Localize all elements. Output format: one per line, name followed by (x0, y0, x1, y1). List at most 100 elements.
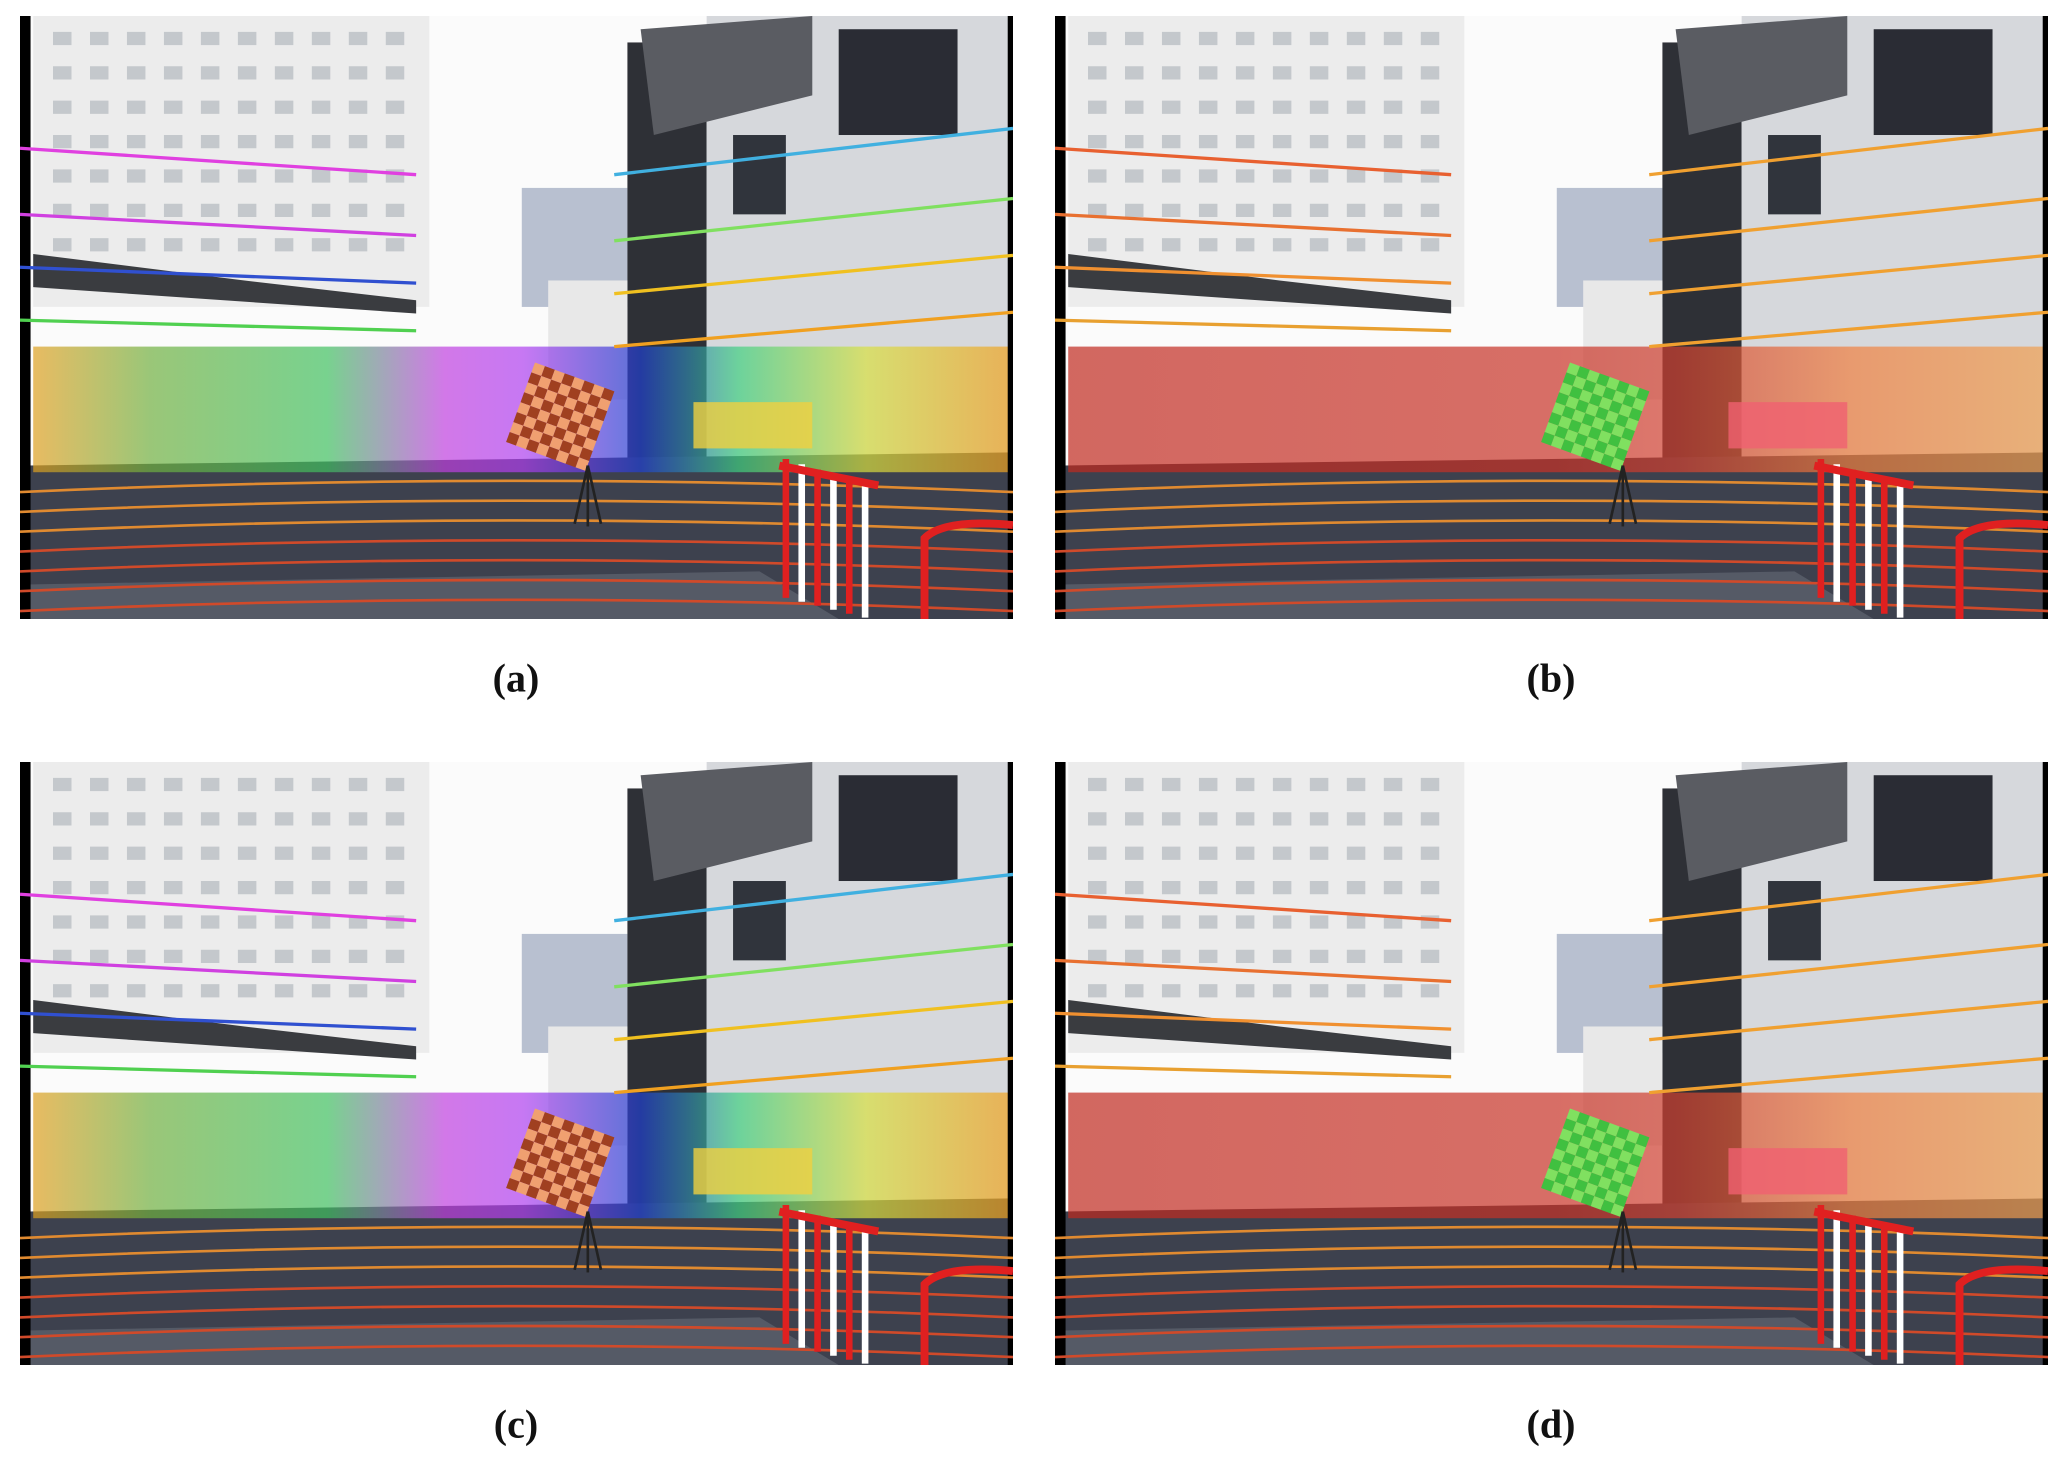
checker-square (1575, 1145, 1589, 1160)
window (838, 29, 958, 136)
checker-square (570, 410, 584, 424)
scan-line (20, 318, 417, 333)
checker-square (1580, 446, 1595, 461)
checker-square (551, 1115, 565, 1130)
window (838, 775, 958, 882)
window (385, 66, 405, 80)
tripod-leg (1621, 465, 1638, 525)
checker-square (553, 1139, 568, 1153)
window (1088, 238, 1107, 252)
checker-square (570, 1156, 584, 1170)
window (163, 66, 183, 80)
window (1235, 915, 1255, 929)
left-border (1055, 16, 1066, 619)
window (311, 777, 331, 792)
barrier-yellow (693, 402, 813, 449)
window (1235, 135, 1255, 149)
window (311, 881, 331, 895)
checker-square (513, 412, 527, 426)
window (1161, 100, 1181, 114)
window (1309, 915, 1329, 929)
window (1346, 949, 1366, 963)
checker-square (1610, 457, 1625, 471)
overhang (1675, 762, 1848, 882)
window (274, 949, 294, 963)
window (311, 949, 331, 963)
window (385, 135, 405, 149)
checker-square (509, 1168, 524, 1182)
checker-square (581, 1126, 595, 1141)
checker-square (1591, 1162, 1606, 1177)
window (53, 31, 72, 46)
window (1088, 846, 1107, 860)
window (1309, 31, 1329, 46)
scan-line (614, 310, 1013, 349)
checker-square (577, 1136, 591, 1151)
window (274, 812, 294, 826)
window (237, 135, 257, 149)
window (1420, 203, 1440, 217)
window (1272, 984, 1292, 998)
window (311, 915, 331, 929)
window (1198, 135, 1218, 149)
checker-square (513, 1158, 527, 1172)
checker-square (550, 403, 564, 417)
checker-square (1625, 417, 1639, 432)
window (1124, 169, 1144, 183)
checker-square (581, 380, 595, 395)
checker-square (1590, 1196, 1605, 1210)
checker-square (1544, 1168, 1559, 1182)
scan-line (614, 942, 1013, 989)
checker-square (523, 1161, 537, 1176)
checker-square (1561, 405, 1576, 420)
checker-square (1568, 419, 1582, 433)
window (1161, 984, 1181, 998)
overhang (1675, 16, 1848, 136)
checker-square (525, 1185, 540, 1199)
window (1346, 203, 1366, 217)
checker-square (572, 1179, 587, 1194)
checker-square (566, 1166, 581, 1180)
checker-square (575, 457, 590, 471)
scan-line (614, 1056, 1013, 1095)
scan-line (1055, 212, 1452, 238)
window (1420, 881, 1440, 895)
window (200, 881, 220, 895)
window (1198, 777, 1218, 792)
checker-square (1604, 1189, 1618, 1204)
panel-label: (c) (493, 1401, 539, 1447)
checker-square (1617, 1183, 1632, 1198)
checker-square (1607, 433, 1622, 448)
window (385, 846, 405, 860)
window (1346, 812, 1366, 826)
window (126, 915, 146, 929)
window (348, 100, 368, 114)
window (53, 238, 72, 252)
scan-line (1649, 872, 2048, 923)
overhang (640, 762, 813, 882)
checker-square (519, 1171, 534, 1186)
photo-b (1055, 16, 2048, 619)
window (163, 169, 183, 183)
checker-square (1566, 1108, 1580, 1123)
window (1272, 135, 1292, 149)
scan-line (1649, 999, 2048, 1042)
window (200, 777, 220, 792)
window (1272, 238, 1292, 252)
checker-square (1564, 1175, 1579, 1189)
checker-square (1607, 1179, 1622, 1194)
window (1309, 984, 1329, 998)
checker-square (573, 1146, 588, 1160)
window (311, 135, 331, 149)
window (385, 777, 405, 792)
window (274, 238, 294, 252)
window (1346, 777, 1366, 792)
checker-square (539, 1178, 554, 1193)
checker-square (597, 1143, 611, 1158)
window (385, 238, 405, 252)
window (163, 984, 183, 998)
checker-square (536, 1155, 551, 1170)
window (1235, 100, 1255, 114)
checker-square (1580, 1192, 1595, 1207)
barrier-rail (1813, 1207, 1915, 1236)
